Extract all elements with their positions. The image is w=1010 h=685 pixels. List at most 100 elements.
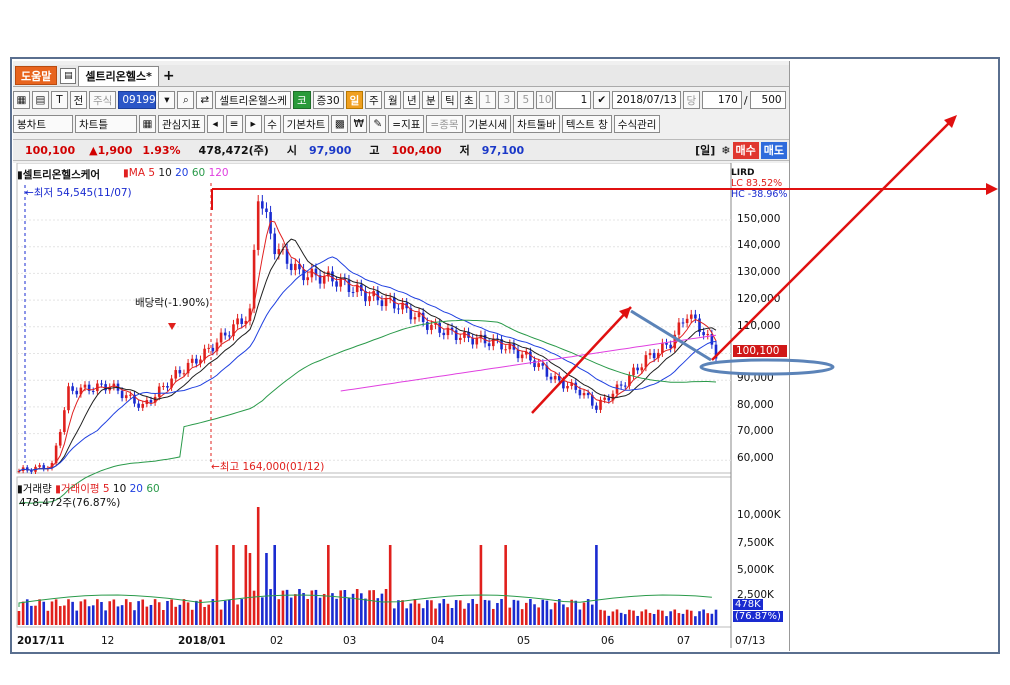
su-button[interactable]: 수 [263, 115, 281, 133]
basic-chart-button[interactable]: 기본차트 [282, 115, 330, 133]
volume-bar [372, 590, 375, 625]
open-label: 시 [286, 144, 297, 157]
menu-icon[interactable]: ≡ [225, 115, 243, 133]
volume-bar [306, 598, 309, 625]
candle-body [289, 263, 293, 271]
palette-icon[interactable]: ▩ [331, 115, 349, 133]
volume-bar [417, 603, 421, 625]
tab-chart[interactable]: 셀트리온헬스* [78, 65, 159, 86]
t-icon[interactable]: T [51, 91, 68, 109]
grid-icon[interactable]: ▦ [139, 115, 156, 133]
volume-bar [397, 600, 400, 625]
step-5[interactable]: 5 [517, 91, 535, 109]
chart-toolbar-button[interactable]: 차트툴바 [513, 115, 560, 133]
candle-body [141, 404, 145, 408]
count-input[interactable]: 170 [701, 91, 742, 109]
price-tick: 150,000 [737, 213, 781, 225]
volume-bar [636, 615, 639, 625]
volume-bar [58, 606, 62, 625]
buy-button[interactable]: 매수 [732, 141, 759, 159]
next-icon[interactable]: ▸ [244, 115, 262, 133]
volume-bar [248, 553, 252, 625]
volume-bar [681, 613, 685, 625]
candle-body [178, 370, 182, 374]
volume-bar [46, 610, 50, 625]
candle-body [302, 269, 305, 281]
volume-bar [516, 600, 520, 625]
volume-bar [141, 599, 145, 625]
window-icon[interactable]: ▤ [60, 67, 77, 84]
refresh-icon[interactable]: ⇄ [196, 91, 214, 109]
candle-body [413, 317, 417, 320]
tool-icon[interactable]: ✎ [369, 115, 387, 133]
date-input[interactable]: 2018/07/13 [612, 91, 681, 109]
formula-button[interactable]: 수식관리 [613, 115, 661, 133]
period-year[interactable]: 년 [403, 91, 421, 109]
toolbar-secondary: 봉차트 차트틀 ▦ 관심지표 ◂ ≡ ▸ 수 기본차트 ▩ ₩ ✎ =지표 =종… [13, 113, 789, 135]
dropdown-icon[interactable]: ▾ [158, 91, 176, 109]
symbol-button[interactable]: =종목 [426, 115, 463, 133]
x-label: 06 [601, 635, 615, 647]
volume-bar [450, 608, 454, 625]
step-1[interactable]: 1 [479, 91, 497, 109]
period-week[interactable]: 주 [365, 91, 383, 109]
price-tick: 120,000 [737, 293, 781, 305]
candle-body [277, 249, 281, 255]
volume-bar [289, 597, 293, 625]
help-button[interactable]: 도움말 [15, 66, 58, 85]
period-month[interactable]: 월 [384, 91, 402, 109]
step-10[interactable]: 10 [536, 91, 554, 109]
settings-icon[interactable]: ❄ [721, 143, 731, 157]
volume-bar [30, 605, 33, 625]
period-second[interactable]: 초 [460, 91, 478, 109]
candle-body [248, 308, 252, 321]
list-icon[interactable]: ▤ [32, 91, 49, 109]
add-tab-button[interactable]: + [162, 67, 175, 84]
chart-area[interactable]: ▮셀트리온헬스케어 ▮MA 5 10 20 60 120 ←최저 54,545(… [13, 163, 790, 651]
won-icon[interactable]: ₩ [350, 115, 368, 133]
candle-body [335, 281, 338, 287]
volume-bar [619, 612, 623, 625]
period-tick[interactable]: 틱 [441, 91, 459, 109]
step-input[interactable]: 1 [555, 91, 592, 109]
volume-bar [458, 600, 462, 625]
candle-body [500, 339, 503, 350]
candle-chart-select[interactable]: 봉차트 [13, 115, 73, 133]
layout-icon[interactable]: ▦ [13, 91, 30, 109]
volume-bar [368, 590, 371, 625]
volume-bar [434, 608, 437, 625]
prev-icon[interactable]: ◂ [206, 115, 224, 133]
total-input[interactable]: 500 [749, 91, 786, 109]
volume-value-label: 478,472주(76.87%) [19, 497, 121, 509]
candle-body [256, 201, 260, 250]
sell-button[interactable]: 매도 [760, 141, 787, 159]
candle-body [166, 385, 169, 388]
watch-indicator-button[interactable]: 관심지표 [158, 115, 205, 133]
candle-body [661, 342, 664, 353]
volume-bar [479, 545, 483, 625]
candle-body [190, 358, 194, 363]
search-icon[interactable]: ⌕ [177, 91, 195, 109]
basic-quote-button[interactable]: 기본시세 [464, 115, 512, 133]
candle-body [694, 314, 697, 319]
candle-body [421, 312, 425, 323]
chart-frame-button[interactable]: 차트틀 [75, 115, 137, 133]
text-window-button[interactable]: 텍스트 창 [561, 115, 612, 133]
checkbox-icon[interactable]: ✔ [593, 91, 611, 109]
volume-bar [360, 593, 363, 625]
volume-bar [537, 607, 540, 625]
step-3[interactable]: 3 [498, 91, 516, 109]
candle-body [236, 318, 239, 325]
candle-body [446, 327, 450, 336]
period-minute[interactable]: 분 [422, 91, 440, 109]
candle-body [578, 389, 582, 396]
period-day[interactable]: 일 [345, 91, 364, 109]
volume-bar [298, 589, 301, 625]
indicator-button[interactable]: =지표 [388, 115, 425, 133]
ma120-line [340, 334, 717, 392]
x-label: 12 [101, 635, 115, 647]
code-input[interactable]: 091990 [118, 91, 162, 109]
all-icon[interactable]: 전 [70, 91, 87, 109]
candle-body [318, 275, 322, 284]
price-volume-chart[interactable] [13, 163, 790, 651]
